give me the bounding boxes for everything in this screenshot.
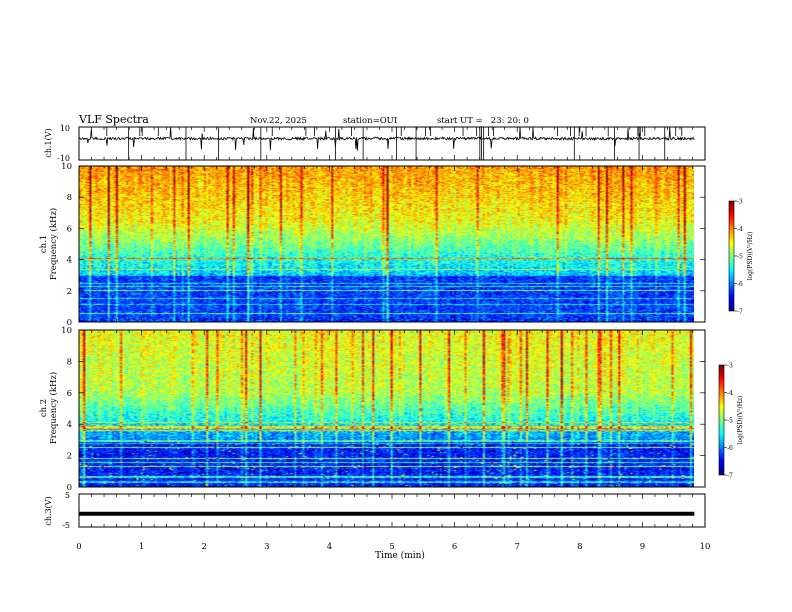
ch3-ticks [78, 494, 706, 527]
figure-title: VLF Spectra [78, 113, 149, 126]
x-tick-label: 10 [700, 542, 711, 552]
x-tick-label: 0 [76, 542, 81, 552]
start-time-label: start UT = 23: 20: 0 [437, 116, 529, 126]
colorbar-tick-label: -4 [727, 390, 733, 397]
ch3-ytick-top: 5 [65, 491, 70, 500]
ch1-waveform-line [78, 126, 695, 151]
x-tick-label: 3 [264, 542, 269, 552]
ch3-waveform-panel: 5 -5 ch.3(V) [44, 491, 706, 530]
x-tick-label: 9 [640, 542, 645, 552]
y-tick-label: 2 [67, 287, 72, 297]
ch1-spec-ytick-labels: 0 2 4 6 8 10 [61, 162, 72, 328]
ch1-ytick-top: 10 [60, 124, 70, 133]
y-tick-label: 0 [67, 483, 72, 493]
colorbar-tick-label: -7 [727, 473, 733, 480]
colorbar-tick-label: -6 [737, 281, 743, 288]
x-tick-label: 1 [139, 542, 144, 552]
colorbar-tick-label: -7 [737, 309, 743, 316]
ch1-ytick-bottom: -10 [57, 154, 70, 163]
y-tick-label: 4 [67, 420, 72, 430]
x-axis-label: Time (min) [375, 550, 425, 561]
station-label: station=OUI [343, 116, 397, 126]
ch1-colorbar-label: log(PSD)(V²/Hz) [747, 232, 754, 281]
y-tick-label: 6 [67, 224, 72, 234]
y-tick-label: 8 [67, 193, 72, 203]
ch1-waveform-panel: 10 -10 ch.1(V) [44, 124, 706, 163]
ch2-spectrogram-image [79, 330, 694, 487]
x-tick-label: 6 [452, 542, 457, 552]
ch1-ticks [78, 127, 706, 160]
y-tick-label: 4 [67, 256, 72, 266]
ch1-spec-ticks [78, 165, 706, 323]
colorbar-tick-label: -4 [737, 226, 743, 233]
y-tick-label: 10 [61, 162, 72, 172]
ch3-ylabel: ch.3(V) [44, 496, 53, 525]
colorbar-tick-label: -5 [727, 418, 733, 425]
y-tick-label: 8 [67, 357, 72, 367]
x-tick-label: 4 [327, 542, 332, 552]
ch1-spec-ylabel-frequency: Frequency (kHz) [48, 208, 59, 280]
colorbar-tick-label: -5 [737, 254, 743, 261]
colorbar-tick-label: -6 [727, 445, 733, 452]
x-tick-label: 5 [389, 542, 394, 552]
ch1-ylabel: ch.1(V) [44, 128, 53, 157]
ch2-colorbar-ticks: -3 -4 -5 -6 -7 [724, 363, 733, 480]
x-tick-label: 8 [577, 542, 582, 552]
ch1-colorbar-ticks: -3 -4 -5 -6 -7 [734, 199, 743, 316]
ch2-spec-ytick-labels: 0 2 4 6 8 10 [61, 326, 72, 493]
ch1-spec-ylabel-channel: ch.1 [39, 235, 49, 253]
ch1-spectrogram-image [79, 166, 694, 322]
x-tick-labels: 0 1 2 3 4 5 6 7 8 9 10 [76, 542, 710, 552]
ch3-ytick-bottom: -5 [62, 521, 70, 530]
ch2-spec-ylabel-frequency: Frequency (kHz) [48, 372, 59, 444]
y-tick-label: 6 [67, 389, 72, 399]
ch1-colorbar [729, 201, 734, 311]
y-tick-label: 0 [67, 318, 72, 328]
ch2-spec-ticks [78, 329, 706, 488]
x-tick-label: 2 [201, 542, 206, 552]
ch2-spec-ylabel-channel: ch.2 [39, 399, 49, 417]
y-tick-label: 10 [61, 326, 72, 336]
colorbar-tick-label: -3 [727, 363, 733, 370]
ch2-colorbar [719, 365, 724, 475]
ch2-colorbar-label: log(PSD)(V²/Hz) [737, 396, 744, 445]
date-label: Nov.22, 2025 [250, 116, 307, 126]
colorbar-tick-label: -3 [737, 199, 743, 206]
x-tick-label: 7 [514, 542, 519, 552]
y-tick-label: 2 [67, 452, 72, 462]
